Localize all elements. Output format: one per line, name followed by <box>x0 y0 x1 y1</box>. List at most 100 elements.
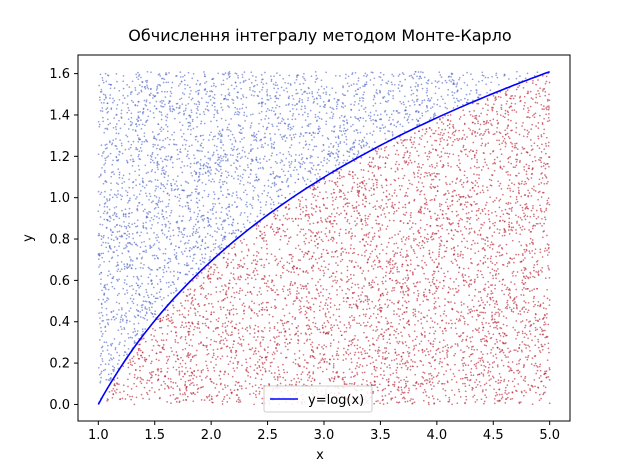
point-below-curve <box>316 221 319 224</box>
point-below-curve <box>429 186 432 188</box>
point-below-curve <box>442 163 445 166</box>
point-below-curve <box>438 217 441 220</box>
point-above-curve <box>356 83 358 86</box>
point-below-curve <box>500 327 503 330</box>
point-below-curve <box>483 123 485 126</box>
point-below-curve <box>540 182 543 184</box>
point-below-curve <box>421 128 424 131</box>
point-below-curve <box>545 316 548 319</box>
point-below-curve <box>384 280 387 283</box>
point-below-curve <box>356 223 358 225</box>
point-below-curve <box>428 361 430 364</box>
point-below-curve <box>347 173 350 175</box>
point-below-curve <box>502 213 505 216</box>
point-below-curve <box>165 339 168 341</box>
point-below-curve <box>476 309 478 312</box>
point-below-curve <box>139 343 141 346</box>
point-below-curve <box>324 302 327 304</box>
point-below-curve <box>491 108 493 110</box>
point-below-curve <box>385 317 387 319</box>
point-below-curve <box>258 290 261 293</box>
point-below-curve <box>529 333 532 335</box>
point-below-curve <box>491 296 494 299</box>
point-below-curve <box>487 280 490 283</box>
point-below-curve <box>241 304 244 306</box>
point-below-curve <box>478 357 480 360</box>
point-below-curve <box>518 224 521 226</box>
point-below-curve <box>319 278 321 281</box>
point-below-curve <box>282 308 284 310</box>
point-below-curve <box>268 370 271 372</box>
point-below-curve <box>317 242 320 245</box>
point-below-curve <box>452 127 455 129</box>
point-below-curve <box>255 255 258 257</box>
point-below-curve <box>218 333 220 336</box>
point-below-curve <box>473 110 475 112</box>
point-below-curve <box>497 268 499 270</box>
point-below-curve <box>143 356 146 359</box>
point-below-curve <box>487 330 490 333</box>
point-below-curve <box>392 250 394 252</box>
point-below-curve <box>528 131 530 133</box>
point-below-curve <box>541 177 544 179</box>
point-below-curve <box>436 162 438 165</box>
point-below-curve <box>548 81 551 84</box>
point-below-curve <box>338 174 341 177</box>
point-below-curve <box>380 204 383 207</box>
point-below-curve <box>412 282 415 285</box>
point-below-curve <box>294 316 297 319</box>
point-below-curve <box>379 309 382 312</box>
point-below-curve <box>484 103 487 105</box>
point-below-curve <box>367 303 370 305</box>
point-below-curve <box>303 253 306 256</box>
point-below-curve <box>477 209 480 212</box>
point-below-curve <box>389 374 392 376</box>
point-below-curve <box>498 131 501 134</box>
point-below-curve <box>517 383 520 385</box>
point-below-curve <box>410 216 412 219</box>
point-below-curve <box>261 373 264 376</box>
point-below-curve <box>462 144 465 147</box>
point-below-curve <box>534 344 537 347</box>
point-below-curve <box>391 260 394 262</box>
point-below-curve <box>471 115 474 118</box>
point-below-curve <box>225 261 228 264</box>
point-below-curve <box>446 356 449 358</box>
point-below-curve <box>369 213 371 216</box>
point-below-curve <box>445 246 448 249</box>
point-below-curve <box>400 366 403 369</box>
point-below-curve <box>527 276 529 279</box>
point-below-curve <box>520 182 523 185</box>
point-below-curve <box>525 333 528 336</box>
point-below-curve <box>513 261 515 264</box>
point-below-curve <box>507 365 509 368</box>
point-below-curve <box>506 265 509 268</box>
point-below-curve <box>369 381 372 384</box>
point-below-curve <box>420 318 422 320</box>
point-below-curve <box>547 180 549 183</box>
point-below-curve <box>512 166 515 168</box>
point-below-curve <box>484 289 486 292</box>
point-below-curve <box>473 173 475 175</box>
point-below-curve <box>470 158 473 160</box>
point-below-curve <box>394 163 397 166</box>
point-below-curve <box>366 364 368 367</box>
point-below-curve <box>489 337 492 340</box>
point-below-curve <box>524 324 527 327</box>
point-below-curve <box>226 345 229 348</box>
point-below-curve <box>403 139 406 142</box>
point-below-curve <box>412 232 415 235</box>
point-below-curve <box>351 382 353 385</box>
point-below-curve <box>507 156 510 159</box>
point-below-curve <box>441 330 444 332</box>
point-below-curve <box>433 172 436 175</box>
point-below-curve <box>314 210 317 213</box>
point-below-curve <box>394 234 396 236</box>
point-below-curve <box>259 287 261 289</box>
point-below-curve <box>484 161 487 164</box>
point-below-curve <box>352 274 355 276</box>
point-below-curve <box>393 333 395 336</box>
point-below-curve <box>372 390 375 393</box>
point-below-curve <box>326 319 329 322</box>
point-below-curve <box>327 239 330 242</box>
